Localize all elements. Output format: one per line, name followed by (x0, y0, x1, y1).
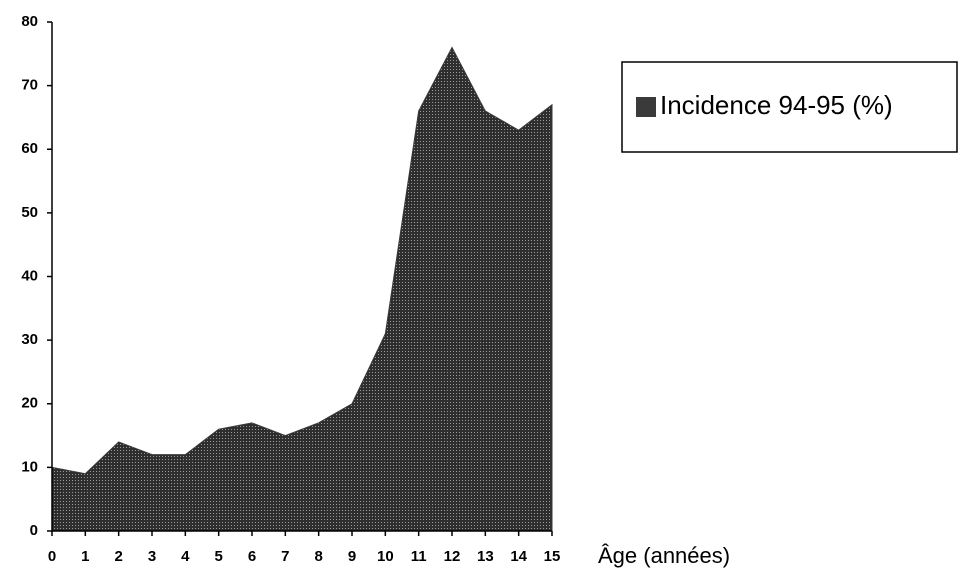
y-tick-label: 0 (30, 522, 38, 539)
y-tick-label: 40 (21, 267, 38, 284)
x-tick-label: 10 (377, 548, 394, 565)
x-tick-label: 5 (214, 548, 222, 565)
y-tick-label: 30 (21, 331, 38, 348)
x-tick-label: 4 (181, 548, 190, 565)
y-tick-label: 70 (21, 77, 38, 94)
x-tick-label: 3 (148, 548, 156, 565)
x-tick-label: 1 (81, 548, 89, 565)
area (51, 46, 553, 532)
x-tick-label: 9 (348, 548, 356, 565)
x-axis-label: Âge (années) (598, 543, 730, 568)
legend-box (621, 61, 958, 153)
x-tick-label: 14 (510, 548, 527, 565)
y-tick-label: 10 (21, 458, 38, 475)
x-tick-label: 12 (444, 548, 461, 565)
y-tick-label: 50 (21, 204, 38, 221)
y-tick-label: 80 (21, 13, 38, 30)
x-tick-label: 0 (48, 548, 56, 565)
x-tick-label: 13 (477, 548, 494, 565)
x-tick-label: 15 (544, 548, 561, 565)
x-tick-label: 2 (114, 548, 122, 565)
legend-swatch (636, 97, 656, 117)
x-tick-label: 7 (281, 548, 289, 565)
y-tick-label: 20 (21, 395, 38, 412)
x-tick-label: 6 (248, 548, 256, 565)
x-tick-label: 11 (411, 548, 427, 565)
legend-label: Incidence 94-95 (%) (660, 90, 893, 120)
x-tick-label: 8 (314, 548, 322, 565)
y-tick-label: 60 (21, 140, 38, 157)
